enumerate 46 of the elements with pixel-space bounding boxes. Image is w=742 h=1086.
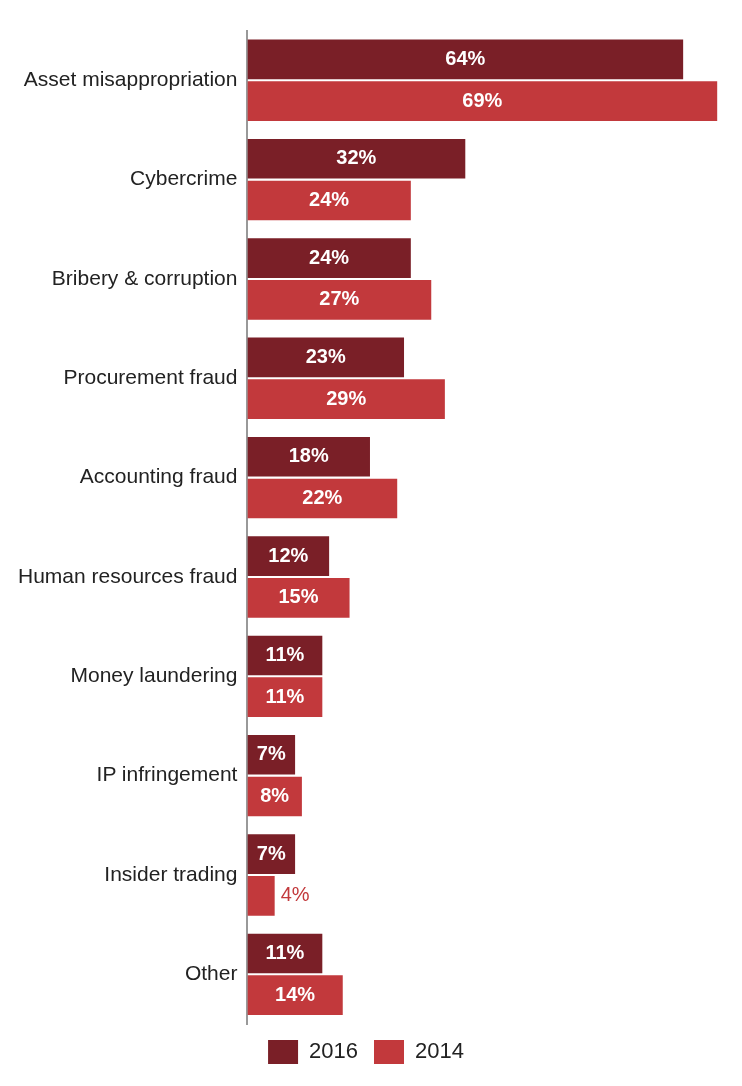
data-label: 14%	[275, 982, 316, 1005]
data-label: 11%	[265, 940, 305, 963]
y-tick-label: Cybercrime	[130, 166, 238, 190]
y-tick-label: Bribery & corruption	[51, 265, 238, 289]
y-tick-label: Human resources fraud	[18, 563, 238, 587]
data-label: 27%	[319, 287, 360, 310]
data-label: 23%	[305, 344, 346, 367]
data-label: 64%	[445, 46, 486, 69]
y-tick-label: IP infringement	[96, 762, 238, 786]
data-label: 24%	[309, 187, 350, 210]
bar	[247, 238, 411, 278]
y-tick-label: Insider trading	[104, 861, 238, 885]
legend-label: 2016	[309, 1038, 359, 1064]
data-label: 7%	[256, 742, 286, 765]
bar	[247, 436, 370, 477]
bar	[247, 337, 405, 378]
y-tick-label: Other	[184, 961, 238, 985]
y-tick-label: Procurement fraud	[63, 365, 238, 389]
data-label: 24%	[309, 245, 350, 268]
bar	[247, 180, 411, 221]
bar	[247, 876, 275, 916]
data-label: 11%	[265, 642, 305, 665]
data-label: 4%	[280, 883, 310, 906]
y-tick-label: Money laundering	[70, 663, 238, 687]
data-label: 32%	[336, 146, 377, 169]
y-tick-label: Accounting fraud	[79, 464, 238, 488]
data-label: 8%	[260, 784, 290, 807]
bar	[247, 279, 432, 320]
bar	[247, 39, 684, 80]
data-label: 15%	[278, 585, 319, 608]
data-label: 7%	[256, 841, 286, 864]
bar	[247, 578, 350, 618]
data-label: 69%	[462, 88, 503, 111]
bar	[247, 478, 398, 519]
data-label: 11%	[265, 684, 305, 707]
bar	[247, 138, 466, 179]
data-label: 12%	[268, 543, 309, 566]
bar	[247, 81, 718, 121]
bar	[247, 975, 343, 1016]
legend-label: 2014	[415, 1038, 464, 1064]
data-label: 29%	[326, 386, 367, 409]
bar	[247, 379, 445, 419]
data-label: 18%	[288, 444, 329, 467]
bar	[247, 536, 330, 576]
data-label: 22%	[302, 486, 343, 509]
y-tick-label: Asset misappropriation	[23, 67, 238, 91]
